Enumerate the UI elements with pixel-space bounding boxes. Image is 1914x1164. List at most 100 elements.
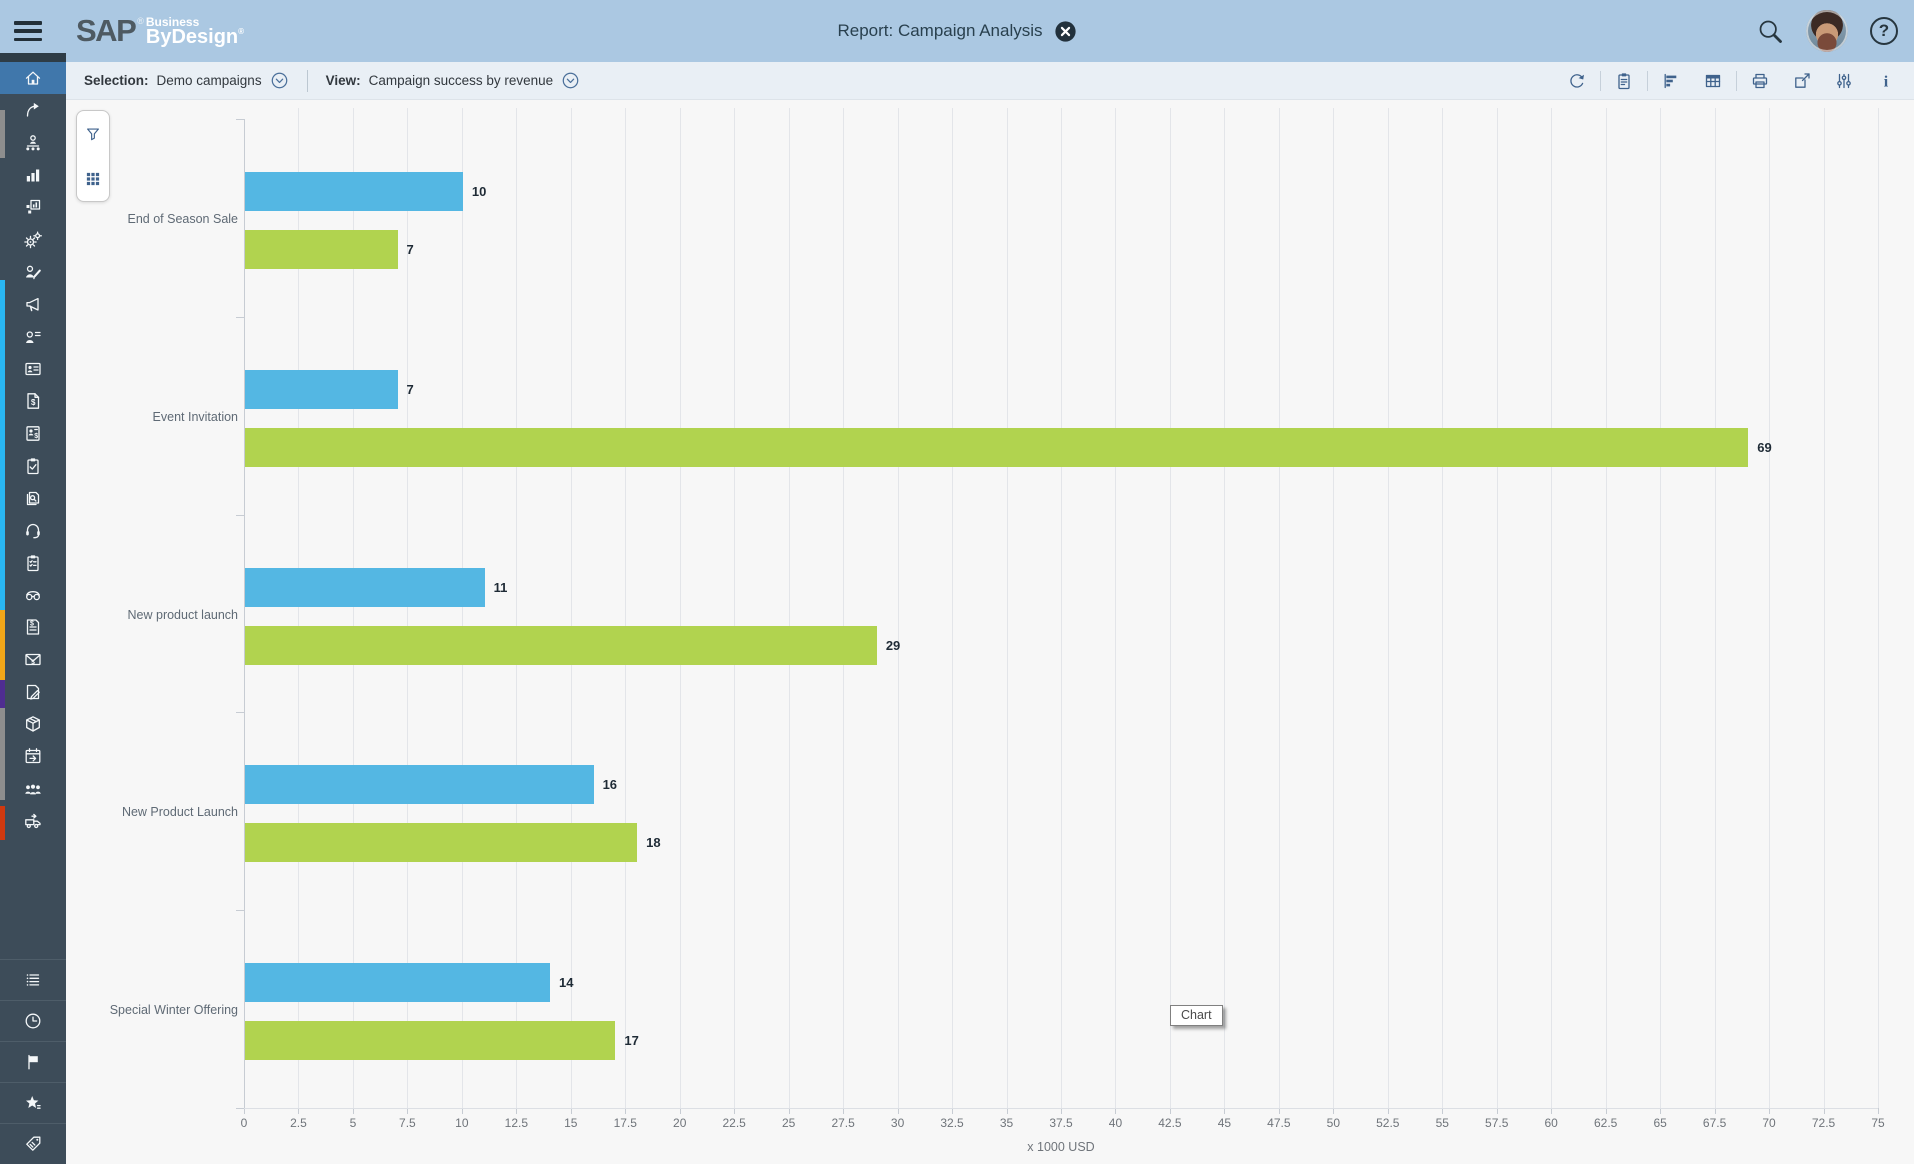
gridline bbox=[843, 108, 845, 1108]
refresh-icon[interactable] bbox=[1567, 71, 1587, 91]
sidebar-item-doc-dollar[interactable]: $ bbox=[0, 385, 66, 417]
list-icon bbox=[23, 970, 43, 990]
bar-series_blue-3[interactable] bbox=[245, 567, 485, 607]
report-toolbar: Selection: Demo campaigns View: Campaign… bbox=[66, 62, 1914, 100]
bar-series_blue-2[interactable] bbox=[245, 369, 398, 409]
printer-icon[interactable] bbox=[1750, 71, 1770, 91]
chevron-down-circle-icon[interactable] bbox=[561, 71, 580, 90]
menu-icon[interactable] bbox=[14, 21, 42, 41]
x-axis-tick bbox=[897, 1108, 899, 1114]
envelope-dollar-icon: $ bbox=[23, 649, 43, 669]
sidebar-item-docs-search[interactable] bbox=[0, 482, 66, 514]
x-axis-tick bbox=[516, 1108, 518, 1114]
clipboard-list-icon bbox=[23, 553, 43, 573]
gridline bbox=[1115, 108, 1117, 1108]
clipboard-icon[interactable] bbox=[1614, 71, 1634, 91]
sidebar-item-calendar[interactable] bbox=[0, 740, 66, 772]
bar-series_green-5[interactable] bbox=[245, 1021, 616, 1061]
sidebar-item-truck[interactable] bbox=[0, 805, 66, 837]
chart-bars-icon[interactable] bbox=[1661, 71, 1681, 91]
sidebar-item-person-list[interactable] bbox=[0, 320, 66, 352]
sidebar-item-headset[interactable] bbox=[0, 514, 66, 546]
bar-value-label: 69 bbox=[1757, 439, 1772, 455]
sidebar-item-megaphone[interactable] bbox=[0, 288, 66, 320]
y-axis-band-tick bbox=[236, 316, 244, 318]
sidebar-item-envelope-dollar[interactable]: $ bbox=[0, 643, 66, 675]
info-icon[interactable]: i bbox=[1876, 71, 1896, 91]
grid-icon[interactable] bbox=[84, 170, 102, 188]
settings-sliders-icon[interactable] bbox=[1834, 71, 1854, 91]
bar-series_blue-4[interactable] bbox=[245, 765, 594, 805]
sidebar-item-chart-boxes[interactable] bbox=[0, 191, 66, 223]
sidebar-edge-strip bbox=[0, 280, 5, 610]
bar-series_blue-1[interactable] bbox=[245, 172, 463, 211]
bar-value-label: 16 bbox=[602, 777, 618, 793]
sidebar-edge-strip bbox=[0, 610, 5, 680]
gridline bbox=[1769, 108, 1771, 1108]
bar-series_green-4[interactable] bbox=[245, 823, 638, 863]
x-axis-tick bbox=[1442, 1108, 1444, 1114]
view-value-dropdown[interactable]: Campaign success by revenue bbox=[368, 73, 554, 88]
sidebar-item-person-edit[interactable] bbox=[0, 256, 66, 288]
filter-icon[interactable] bbox=[84, 125, 102, 143]
sidebar-item-id-card[interactable] bbox=[0, 353, 66, 385]
svg-text:$: $ bbox=[34, 433, 38, 440]
sidebar-item-redo-arrow[interactable] bbox=[0, 94, 66, 126]
person-list-icon bbox=[23, 327, 43, 347]
share-icon[interactable] bbox=[1792, 71, 1812, 91]
gears-icon bbox=[23, 230, 43, 250]
bar-series_blue-5[interactable] bbox=[245, 963, 550, 1003]
x-axis-tick bbox=[679, 1108, 681, 1114]
sidebar: $ $ $ $ bbox=[0, 53, 66, 1164]
box-icon bbox=[23, 714, 43, 734]
sidebar-item-org-chart[interactable] bbox=[0, 127, 66, 159]
sidebar-item-clipboard-list[interactable] bbox=[0, 546, 66, 578]
sidebar-item-people-group[interactable] bbox=[0, 773, 66, 805]
sidebar-item-doc-pen[interactable] bbox=[0, 676, 66, 708]
gridline bbox=[570, 108, 572, 1108]
selection-value-dropdown[interactable]: Demo campaigns bbox=[156, 73, 262, 88]
bar-series_green-3[interactable] bbox=[245, 625, 877, 665]
sidebar-item-card-dollar[interactable]: $ bbox=[0, 417, 66, 449]
x-axis-tick bbox=[1224, 1108, 1226, 1114]
sidebar-item-box[interactable] bbox=[0, 708, 66, 740]
megaphone-icon bbox=[23, 294, 43, 314]
close-report-icon[interactable] bbox=[1054, 20, 1077, 43]
bar-value-label: 7 bbox=[406, 242, 414, 257]
tag-icon bbox=[23, 1134, 43, 1154]
sidebar-item-gears[interactable] bbox=[0, 223, 66, 255]
sidebar-bottom-item-clock[interactable] bbox=[0, 1000, 66, 1041]
table-icon[interactable] bbox=[1703, 71, 1723, 91]
chevron-down-circle-icon[interactable] bbox=[270, 71, 289, 90]
redo-arrow-icon bbox=[23, 100, 43, 120]
sidebar-bottom-item-tag[interactable] bbox=[0, 1123, 66, 1164]
sidebar-item-goggles[interactable] bbox=[0, 579, 66, 611]
sidebar-item-doc-invoice[interactable]: $ bbox=[0, 611, 66, 643]
sidebar-bottom-item-star[interactable] bbox=[0, 1082, 66, 1123]
divider bbox=[1736, 70, 1737, 91]
flag-icon bbox=[23, 1052, 43, 1072]
x-axis-tick-label: 62.5 bbox=[1593, 1116, 1618, 1130]
sidebar-item-bar-chart[interactable] bbox=[0, 159, 66, 191]
bar-series_green-2[interactable] bbox=[245, 427, 1749, 467]
category-label: New Product Launch bbox=[121, 805, 238, 820]
x-axis-tick bbox=[1878, 1108, 1879, 1114]
x-axis-tick bbox=[1660, 1108, 1662, 1114]
help-icon[interactable]: ? bbox=[1870, 17, 1898, 45]
sidebar-item-home[interactable] bbox=[0, 62, 66, 95]
sidebar-bottom-item-list[interactable] bbox=[0, 959, 66, 1000]
sidebar-edge-strip bbox=[0, 110, 5, 158]
user-avatar[interactable] bbox=[1806, 10, 1848, 52]
sidebar-bottom-item-flag[interactable] bbox=[0, 1041, 66, 1082]
x-axis-tick bbox=[1551, 1108, 1553, 1114]
x-axis-tick-label: 37.5 bbox=[1049, 1116, 1073, 1130]
gridline bbox=[1061, 108, 1062, 1108]
bar-value-label: 11 bbox=[493, 579, 508, 595]
x-axis-tick bbox=[625, 1108, 627, 1114]
search-icon[interactable] bbox=[1757, 18, 1784, 45]
x-axis-tick-label: 45 bbox=[1217, 1116, 1232, 1130]
bar-series_green-1[interactable] bbox=[245, 230, 398, 269]
sidebar-item-clipboard-check[interactable] bbox=[0, 450, 66, 482]
svg-text:$: $ bbox=[31, 398, 36, 407]
x-axis-tick-label: 57.5 bbox=[1485, 1116, 1509, 1130]
